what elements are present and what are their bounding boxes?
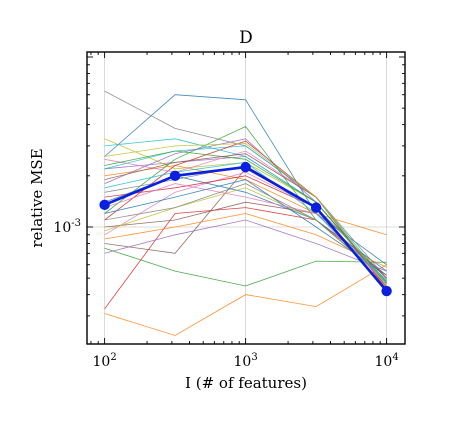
highlight-layer bbox=[99, 161, 392, 297]
highlight-point bbox=[381, 285, 392, 297]
y-axis-label: relative MSE bbox=[28, 148, 46, 247]
series-line-22 bbox=[104, 213, 387, 268]
x-tick-label: 103 bbox=[234, 352, 258, 370]
series-line-28 bbox=[104, 183, 387, 281]
x-axis-label: I (# of features) bbox=[185, 374, 307, 392]
x-tick-label: 104 bbox=[375, 352, 399, 370]
x-tick-label: 102 bbox=[93, 352, 117, 370]
series-line-23 bbox=[104, 150, 387, 283]
highlight-point bbox=[240, 161, 251, 173]
y-tick-label: 10-3 bbox=[53, 218, 81, 236]
highlight-point bbox=[169, 170, 181, 182]
series-line-3 bbox=[104, 247, 387, 287]
series-line-29 bbox=[104, 143, 387, 287]
series-line-21 bbox=[104, 179, 387, 276]
tick-layer: 102 103 104 10-3 bbox=[53, 52, 405, 370]
series-line-25 bbox=[104, 219, 387, 272]
grid-layer bbox=[87, 52, 405, 344]
series-line-2 bbox=[104, 264, 387, 336]
series-line-4 bbox=[104, 207, 387, 310]
highlight-point bbox=[99, 199, 110, 211]
series-line-10 bbox=[104, 145, 387, 283]
chart-title: D bbox=[239, 28, 253, 48]
highlight-point bbox=[310, 202, 322, 213]
